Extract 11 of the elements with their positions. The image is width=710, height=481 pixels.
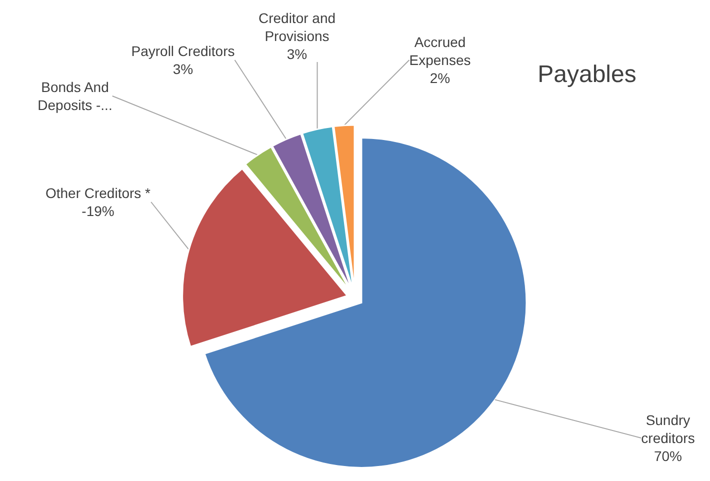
slice-label: Creditor and Provisions	[258, 10, 336, 44]
slice-label: Sundry creditors	[641, 412, 695, 446]
data-label: 3%	[286, 46, 308, 62]
slice-label: Payroll Creditors	[131, 43, 235, 59]
slice-label: Other Creditors * -19%	[45, 185, 152, 219]
slice-label: Accrued Expenses	[409, 34, 471, 68]
data-label: 70%	[654, 448, 682, 464]
data-label: 2%	[430, 70, 450, 86]
text: Payables	[538, 61, 636, 88]
data-label: 3%	[172, 61, 194, 77]
slice-label: Bonds And Deposits -...	[38, 79, 112, 113]
